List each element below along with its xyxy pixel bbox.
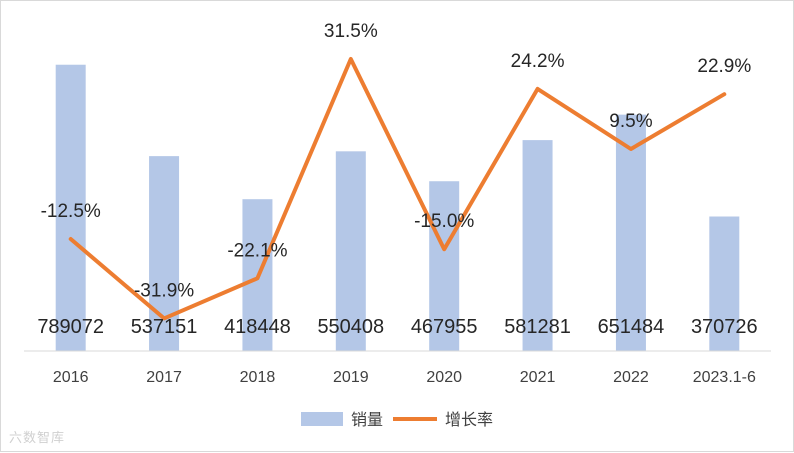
bar-value-label: 537151	[131, 316, 198, 338]
bar-value-label: 418448	[224, 316, 291, 338]
growth-value-label: 31.5%	[324, 21, 378, 42]
x-tick-label: 2019	[333, 369, 369, 386]
bar-value-label: 651484	[598, 316, 665, 338]
bar-value-label: 550408	[317, 316, 384, 338]
watermark-logo: 六数智库	[9, 427, 65, 446]
bar-value-label: 467955	[411, 316, 478, 338]
legend-label-growth: 增长率	[445, 410, 493, 429]
bar-value-label: 370726	[691, 316, 758, 338]
legend-label-sales: 销量	[351, 410, 383, 429]
growth-value-label: 24.2%	[511, 51, 565, 72]
x-tick-label: 2021	[520, 369, 556, 386]
legend-swatch-sales	[301, 412, 343, 426]
legend: 销量 增长率	[301, 410, 493, 429]
growth-value-label: -15.0%	[414, 211, 474, 232]
x-tick-label: 2023.1-6	[693, 369, 756, 386]
growth-value-label: 9.5%	[609, 111, 652, 132]
growth-value-label: -12.5%	[41, 201, 101, 222]
x-tick-label: 2020	[426, 369, 462, 386]
x-tick-label: 2022	[613, 369, 649, 386]
x-tick-label: 2017	[146, 369, 182, 386]
x-tick-label: 2018	[240, 369, 276, 386]
growth-value-label: -22.1%	[227, 240, 287, 261]
bar-value-label: 789072	[37, 316, 104, 338]
growth-value-label: 22.9%	[697, 56, 751, 77]
growth-value-label: -31.9%	[134, 280, 194, 301]
x-tick-label: 2016	[53, 369, 89, 386]
bar-value-label: 581281	[504, 316, 571, 338]
